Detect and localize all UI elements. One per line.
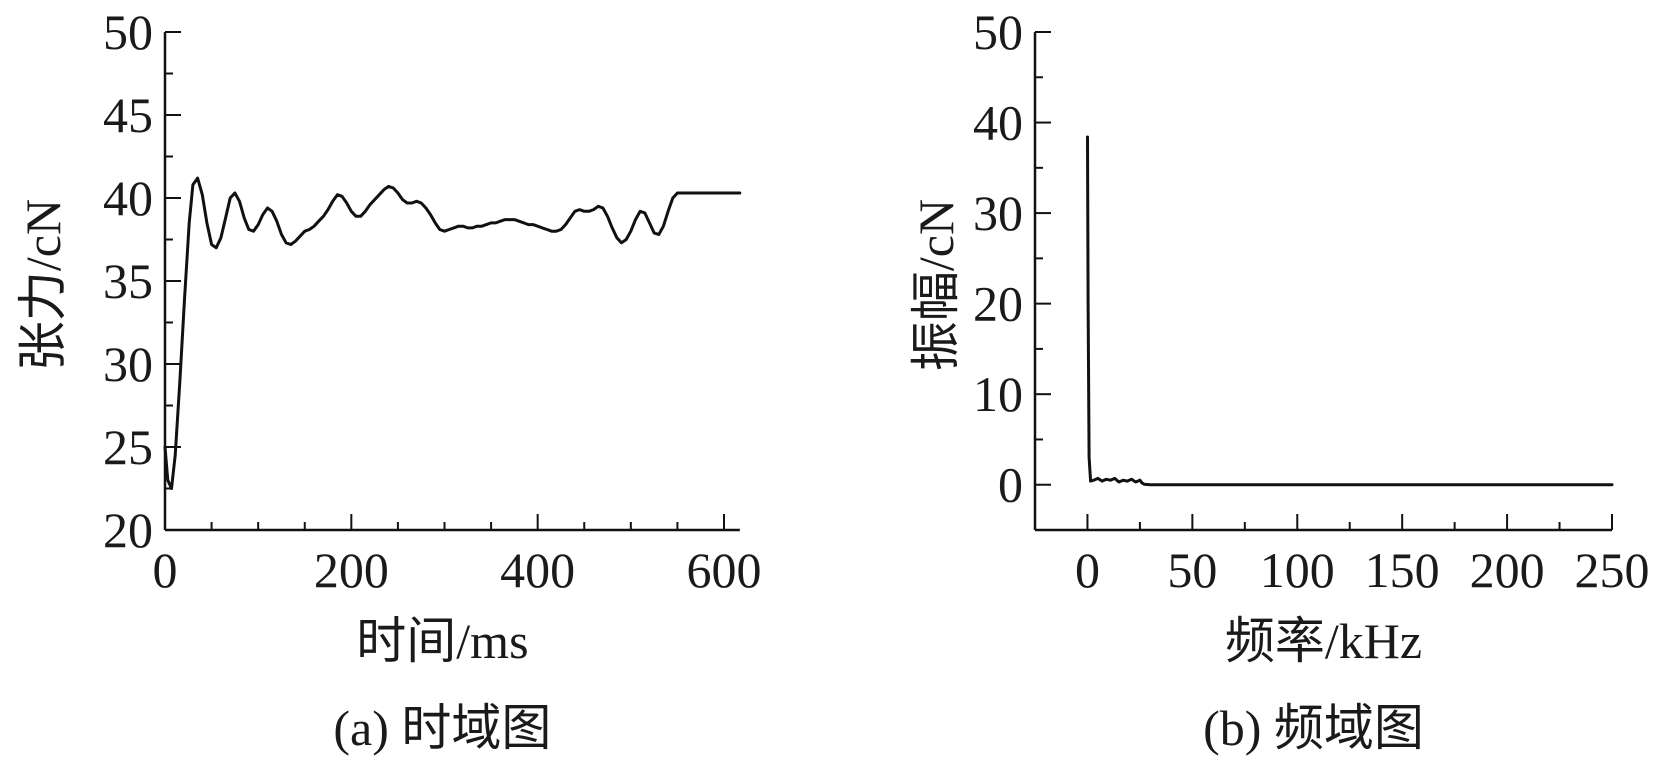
y-tick-label: 10 — [973, 366, 1023, 422]
y-tick-label: 35 — [103, 253, 153, 309]
frequency-domain-panel: 0 10 20 30 40 50 0 50 100 150 200 250 频率/kHz 振幅/cN (b)… — [908, 4, 1650, 756]
y-tick-label: 40 — [973, 95, 1023, 151]
y-tick-label: 50 — [973, 4, 1023, 60]
x-tick-label: 100 — [1260, 542, 1335, 598]
y-tick-label: 30 — [973, 185, 1023, 241]
y-tick-label: 25 — [103, 419, 153, 475]
y-tick-label: 20 — [973, 276, 1023, 332]
series-line — [163, 176, 742, 490]
x-tick-label: 150 — [1365, 542, 1440, 598]
x-tick-label: 200 — [1470, 542, 1545, 598]
x-tick-label: 250 — [1575, 542, 1650, 598]
x-tick-label: 0 — [153, 542, 178, 598]
y-tick-label: 0 — [998, 457, 1023, 513]
x-tick-label: 0 — [1075, 542, 1100, 598]
x-tick-label: 200 — [314, 542, 389, 598]
x-axis-title: 频率/kHz — [1225, 613, 1422, 669]
x-tick-label: 600 — [687, 542, 762, 598]
y-axis-title: 张力/cN — [15, 199, 71, 371]
time-domain-panel: 20 25 30 35 40 45 50 0 200 400 600 时间/ms 张力/cN (a) 时域… — [15, 4, 762, 756]
y-tick-label: 50 — [103, 4, 153, 60]
series-line — [1086, 135, 1614, 487]
y-tick-label: 40 — [103, 170, 153, 226]
y-axis-title: 振幅/cN — [908, 199, 964, 371]
panel-caption: (a) 时域图 — [333, 700, 551, 756]
x-tick-label: 400 — [500, 542, 575, 598]
panel-caption: (b) 频域图 — [1203, 700, 1424, 756]
y-tick-label: 20 — [103, 502, 153, 558]
x-tick-label: 50 — [1167, 542, 1217, 598]
y-tick-label: 45 — [103, 87, 153, 143]
y-tick-label: 30 — [103, 336, 153, 392]
x-axis-title: 时间/ms — [356, 613, 528, 669]
